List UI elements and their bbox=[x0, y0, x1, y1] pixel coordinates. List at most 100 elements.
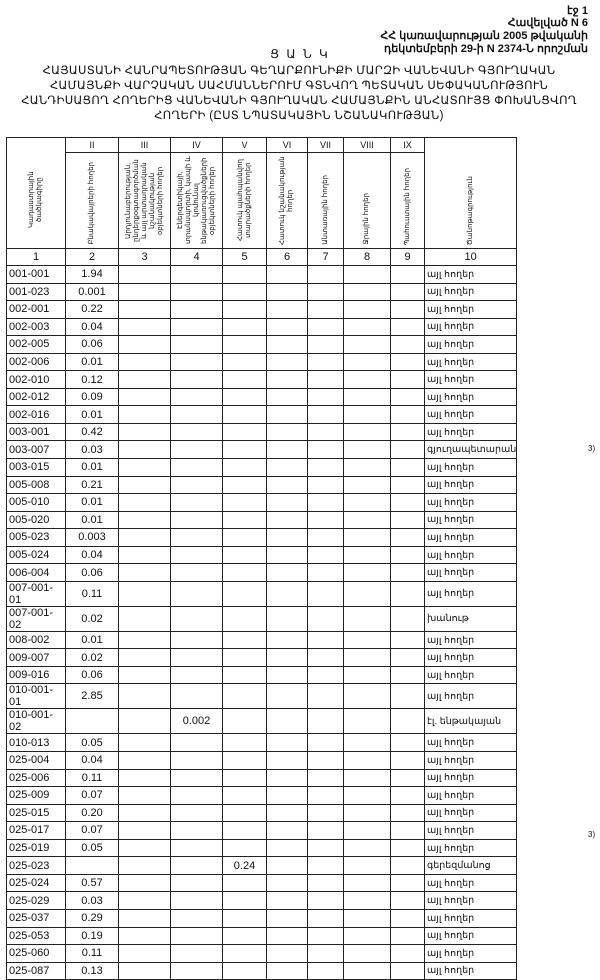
note-cell: այլ հողեր bbox=[423, 352, 518, 372]
table-row: 007-001-01 0.11 այլ հողեր bbox=[6, 580, 518, 607]
area-cell-col9 bbox=[390, 545, 425, 565]
column-number: 8 bbox=[343, 248, 391, 266]
note-cell: այլ հողեր bbox=[423, 768, 518, 788]
table-row: 007-001-02 0.02 խանութ bbox=[6, 605, 518, 632]
table-row: 005-020 0.01 այլ հողեր bbox=[6, 510, 518, 530]
area-cell-col6 bbox=[266, 387, 308, 407]
area-cell-col6 bbox=[266, 665, 308, 685]
area-cell-col7 bbox=[307, 387, 344, 407]
area-cell-col7 bbox=[307, 944, 344, 963]
note-cell: այլ հողեր bbox=[423, 545, 518, 565]
cadastral-code: 010-013 bbox=[6, 733, 66, 753]
area-cell-col4 bbox=[170, 335, 223, 354]
note-cell: այլ հողեր bbox=[423, 944, 518, 963]
cadastral-code: 010-001-02 bbox=[6, 708, 66, 735]
area-cell-col6 bbox=[266, 545, 308, 565]
area-cell-col3 bbox=[118, 352, 171, 372]
area-cell-col7 bbox=[307, 683, 344, 710]
cadastral-code: 005-024 bbox=[6, 545, 66, 565]
table-row: 008-002 0.01 այլ հողեր bbox=[6, 630, 518, 650]
area-cell-col8 bbox=[343, 708, 391, 735]
area-cell-col9 bbox=[390, 387, 425, 407]
area-cell-col2: 0.20 bbox=[65, 803, 119, 823]
area-cell-col2: 0.22 bbox=[65, 300, 119, 319]
area-cell-col8 bbox=[343, 786, 391, 805]
area-cell-col2: 0.02 bbox=[65, 605, 119, 632]
cadastral-code: 025-060 bbox=[6, 944, 66, 963]
area-cell-col4 bbox=[170, 803, 223, 823]
note-cell: այլ հողեր bbox=[423, 300, 518, 319]
area-cell-col4 bbox=[170, 405, 223, 424]
note-cell: այլ հողեր bbox=[423, 803, 518, 823]
area-cell-col3 bbox=[118, 926, 171, 946]
area-cell-col9 bbox=[390, 821, 425, 840]
appendix-line: Հավելված N 6 bbox=[507, 17, 588, 29]
area-cell-col5 bbox=[222, 510, 267, 530]
area-cell-col3 bbox=[118, 751, 171, 770]
area-cell-col8 bbox=[343, 335, 391, 354]
area-cell-col8 bbox=[343, 961, 391, 980]
header-roman-numeral: III bbox=[118, 137, 171, 153]
cadastral-code: 001-001 bbox=[6, 265, 66, 284]
area-cell-col7 bbox=[307, 961, 344, 980]
area-cell-col5 bbox=[222, 803, 267, 823]
table-row: 010-013 0.05 այլ հողեր bbox=[6, 733, 518, 753]
area-cell-col6 bbox=[266, 751, 308, 770]
area-cell-col2: 0.01 bbox=[65, 352, 119, 372]
area-cell-col4 bbox=[170, 265, 223, 284]
area-cell-col5 bbox=[222, 926, 267, 946]
area-cell-col4 bbox=[170, 605, 223, 632]
area-cell-col4 bbox=[170, 821, 223, 840]
area-cell-col7 bbox=[307, 648, 344, 667]
area-cell-col8 bbox=[343, 580, 391, 607]
area-cell-col2: 0.04 bbox=[65, 317, 119, 337]
area-cell-col7 bbox=[307, 352, 344, 372]
area-cell-col6 bbox=[266, 838, 308, 858]
area-cell-col3 bbox=[118, 387, 171, 407]
area-cell-col8 bbox=[343, 387, 391, 407]
area-cell-col3 bbox=[118, 961, 171, 980]
table-row: 025-009 0.07 այլ հողեր bbox=[6, 786, 518, 805]
area-cell-col2: 0.003 bbox=[65, 528, 119, 547]
table-row: 025-019 0.05 այլ հողեր bbox=[6, 838, 518, 858]
area-cell-col8 bbox=[343, 803, 391, 823]
area-cell-col6 bbox=[266, 405, 308, 424]
area-cell-col5 bbox=[222, 352, 267, 372]
area-cell-col6 bbox=[266, 803, 308, 823]
area-cell-col2: 0.07 bbox=[65, 821, 119, 840]
area-cell-col5 bbox=[222, 821, 267, 840]
area-cell-col8 bbox=[343, 856, 391, 875]
area-cell-col5 bbox=[222, 545, 267, 565]
area-cell-col3 bbox=[118, 317, 171, 337]
area-cell-col6 bbox=[266, 528, 308, 547]
area-cell-col3 bbox=[118, 528, 171, 547]
table-row: 025-017 0.07 այլ հողեր bbox=[6, 821, 518, 840]
header-roman-numeral: IX bbox=[390, 137, 425, 153]
area-cell-col5 bbox=[222, 265, 267, 284]
area-cell-col6 bbox=[266, 352, 308, 372]
area-cell-col2: 0.42 bbox=[65, 422, 119, 442]
area-cell-col3 bbox=[118, 282, 171, 302]
cadastral-code: 025-006 bbox=[6, 768, 66, 788]
table-row: 025-053 0.19 այլ հողեր bbox=[6, 926, 518, 946]
area-cell-col7 bbox=[307, 630, 344, 650]
area-cell-col6 bbox=[266, 683, 308, 710]
note-cell: այլ հողեր bbox=[423, 683, 518, 710]
area-cell-col8 bbox=[343, 563, 391, 582]
area-cell-col7 bbox=[307, 317, 344, 337]
note-cell: այլ հողեր bbox=[423, 370, 518, 389]
area-cell-col3 bbox=[118, 873, 171, 893]
note-cell: գերեզմանոց bbox=[423, 856, 518, 875]
area-cell-col4 bbox=[170, 580, 223, 607]
area-cell-col8 bbox=[343, 458, 391, 477]
area-cell-col8 bbox=[343, 821, 391, 840]
area-cell-col5 bbox=[222, 891, 267, 910]
area-cell-col8 bbox=[343, 265, 391, 284]
area-cell-col4 bbox=[170, 944, 223, 963]
area-cell-col6 bbox=[266, 317, 308, 337]
area-cell-col7 bbox=[307, 493, 344, 512]
area-cell-col7 bbox=[307, 475, 344, 495]
header-land-category: Էներգետիկայի, տրանսպորտի, կապի և կոմունա… bbox=[170, 152, 223, 249]
area-cell-col7 bbox=[307, 458, 344, 477]
area-cell-col9 bbox=[390, 282, 425, 302]
